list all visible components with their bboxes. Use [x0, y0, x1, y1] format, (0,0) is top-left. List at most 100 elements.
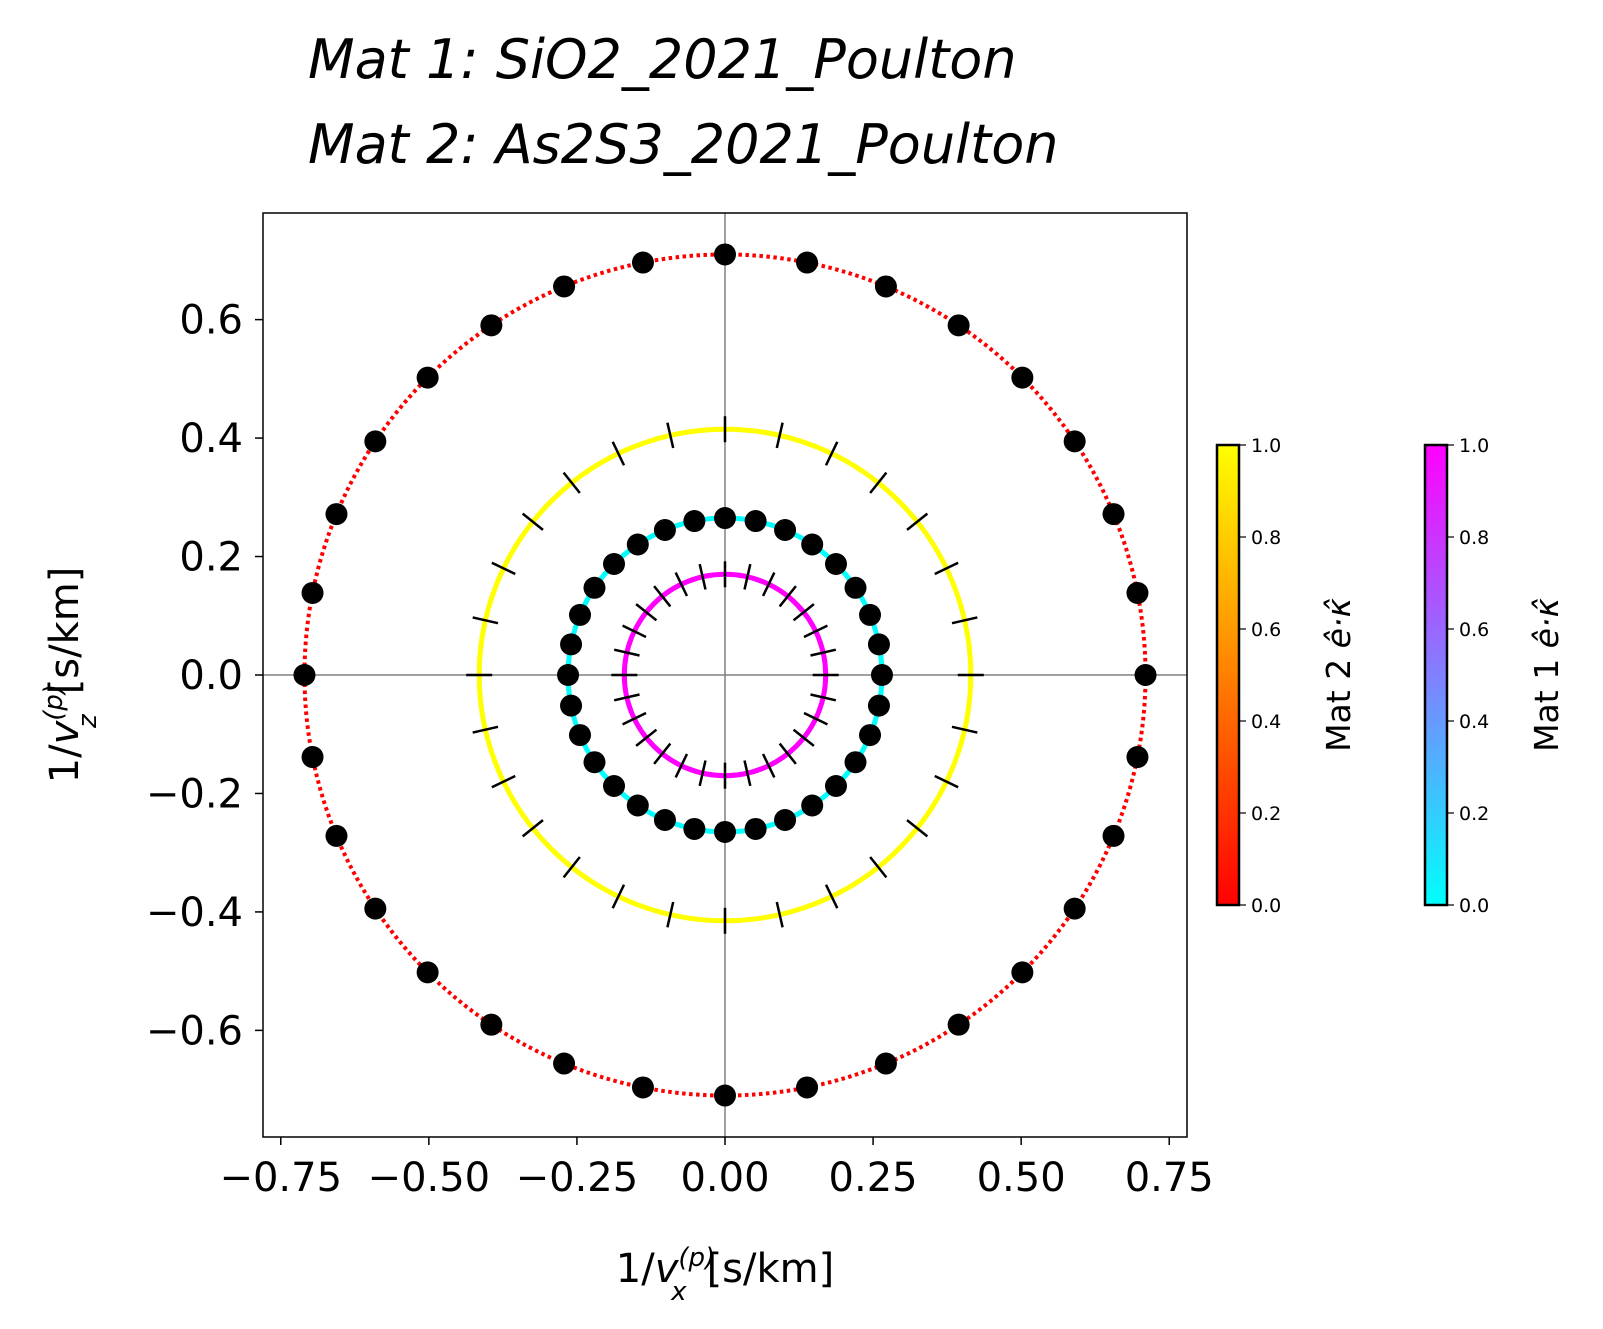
- series-0-point: [947, 314, 970, 337]
- x-tick-label: −0.25: [516, 1155, 639, 1201]
- series-1-polarization-tick: [521, 819, 544, 838]
- series-1-polarization-tick: [491, 561, 516, 576]
- series-1-polarization-tick: [934, 774, 959, 789]
- series-1-polarization-tick: [869, 471, 888, 494]
- colorbar-1-tick-label: 0.6: [1459, 619, 1489, 641]
- series-1-polarization-tick: [472, 616, 499, 625]
- series-1-polarization-tick: [491, 774, 516, 789]
- series-3-polarization-tick: [622, 711, 647, 726]
- series-2-point: [844, 751, 867, 774]
- y-tick-label: −0.4: [146, 890, 243, 936]
- series-3-polarization-tick: [803, 711, 828, 726]
- series-0-point: [631, 1076, 654, 1099]
- colorbar-1-label-group: Mat 1 ê·κ̂: [1527, 598, 1566, 752]
- series-0-point: [301, 581, 324, 604]
- series-2-point: [653, 518, 676, 541]
- series-3-polarization-tick: [761, 753, 776, 778]
- colorbar-0-tick-label: 0.2: [1251, 803, 1281, 825]
- colorbar-1: [1423, 443, 1449, 907]
- series-1-polarization-tick: [906, 512, 929, 531]
- series-2-point: [859, 603, 882, 626]
- series-2-point: [568, 724, 591, 747]
- y-tick-label: −0.6: [146, 1008, 243, 1054]
- series-3-polarization-tick: [810, 648, 837, 657]
- y-axis-label: 1/v(p)z[s/km]: [39, 567, 103, 784]
- series-0-point: [553, 275, 576, 298]
- series-3-polarization-tick: [674, 572, 689, 597]
- series-3-polarization-tick: [613, 693, 640, 702]
- series-0-point: [714, 243, 736, 266]
- x-tick-label: 0.00: [680, 1155, 769, 1201]
- series-1-polarization-tick: [472, 725, 499, 734]
- series-2-point: [583, 576, 606, 599]
- y-tick-label: 0.4: [179, 416, 243, 462]
- series-2-point: [867, 633, 890, 656]
- x-tick-label: 0.50: [977, 1155, 1066, 1201]
- series-2-point: [683, 817, 706, 840]
- x-axis-label: 1/v(p) x [s/km]: [616, 1243, 834, 1307]
- colorbar-0-tick-label: 0.4: [1251, 711, 1281, 733]
- series-3-polarization-tick: [792, 728, 815, 747]
- series-2-point: [867, 694, 890, 717]
- series-1-polarization-tick: [775, 901, 784, 928]
- series-1-polarization-tick: [869, 856, 888, 879]
- y-tick-label: 0.0: [179, 653, 243, 699]
- series-2-point: [583, 751, 606, 774]
- series-3-polarization-tick: [778, 742, 797, 765]
- series-0-point: [1126, 581, 1149, 604]
- colorbars: 0.0 0.2 0.4 0.6 0.8 1.0 Mat 2 ê·κ̂ 0.0 0.2 0.4 0.6…: [1215, 435, 1566, 917]
- series-0-point: [1134, 664, 1157, 686]
- series-3-polarization-tick: [743, 563, 752, 590]
- series-1-polarization-tick: [824, 884, 839, 909]
- series-0-point: [1063, 430, 1086, 453]
- series-0-point: [874, 275, 897, 298]
- series-1-polarization-tick: [666, 901, 675, 928]
- series-2-point: [683, 510, 706, 533]
- series-0-point: [874, 1052, 897, 1075]
- series-2-point: [774, 809, 797, 832]
- x-tick-label: 0.75: [1125, 1155, 1214, 1201]
- series-0-point: [796, 1076, 819, 1099]
- series-1-polarization-tick: [951, 616, 978, 625]
- colorbar-0-tick-label: 0.8: [1251, 527, 1281, 549]
- axis-ticks: −0.75 −0.50 −0.25 0.00 0.25 0.50 0.75 −0.6 −0.4 −…: [146, 298, 1214, 1201]
- series-2-point: [801, 794, 824, 817]
- series-0-point: [293, 664, 316, 686]
- series-2-point: [859, 724, 882, 747]
- series-0-point: [416, 366, 439, 389]
- series-0-point: [631, 251, 654, 274]
- title-line-1: Mat 1: SiO2_2021_Poulton: [308, 28, 1017, 91]
- series-2-point: [557, 664, 580, 686]
- series-3-polarization-tick: [635, 728, 658, 747]
- series-0-point: [301, 746, 324, 769]
- series-1-polarization-tick: [611, 441, 626, 466]
- series-2-point: [560, 694, 583, 717]
- series-3-polarization-tick: [622, 624, 647, 639]
- series-2-point: [714, 820, 736, 843]
- colorbar-1-tick-label: 0.0: [1459, 895, 1489, 917]
- series-1-polarization-tick: [521, 512, 544, 531]
- series-0-point: [364, 897, 387, 920]
- series-0-point: [1011, 366, 1034, 389]
- series-0-point: [796, 251, 819, 274]
- series-2-point: [824, 774, 847, 797]
- series-1-polarization-tick: [824, 441, 839, 466]
- series-1-polarization-tick: [906, 819, 929, 838]
- series-3-polarization-tick: [761, 572, 776, 597]
- colorbar-0-tick-label: 0.6: [1251, 619, 1281, 641]
- series-3-polarization-tick: [698, 563, 707, 590]
- x-tick-label: −0.75: [219, 1155, 342, 1201]
- x-tick-label: 0.25: [829, 1155, 918, 1201]
- series-1-polarization-tick: [562, 856, 581, 879]
- series-2-point: [603, 553, 626, 576]
- series-2-point: [560, 633, 583, 656]
- series-0-point: [947, 1013, 970, 1036]
- series-2-point: [744, 510, 767, 533]
- series-0-point: [416, 961, 439, 984]
- colorbar-1-tick-label: 1.0: [1459, 435, 1489, 457]
- series-0-point: [714, 1084, 736, 1107]
- series-0-point: [1102, 824, 1125, 847]
- series-0-point: [553, 1052, 576, 1075]
